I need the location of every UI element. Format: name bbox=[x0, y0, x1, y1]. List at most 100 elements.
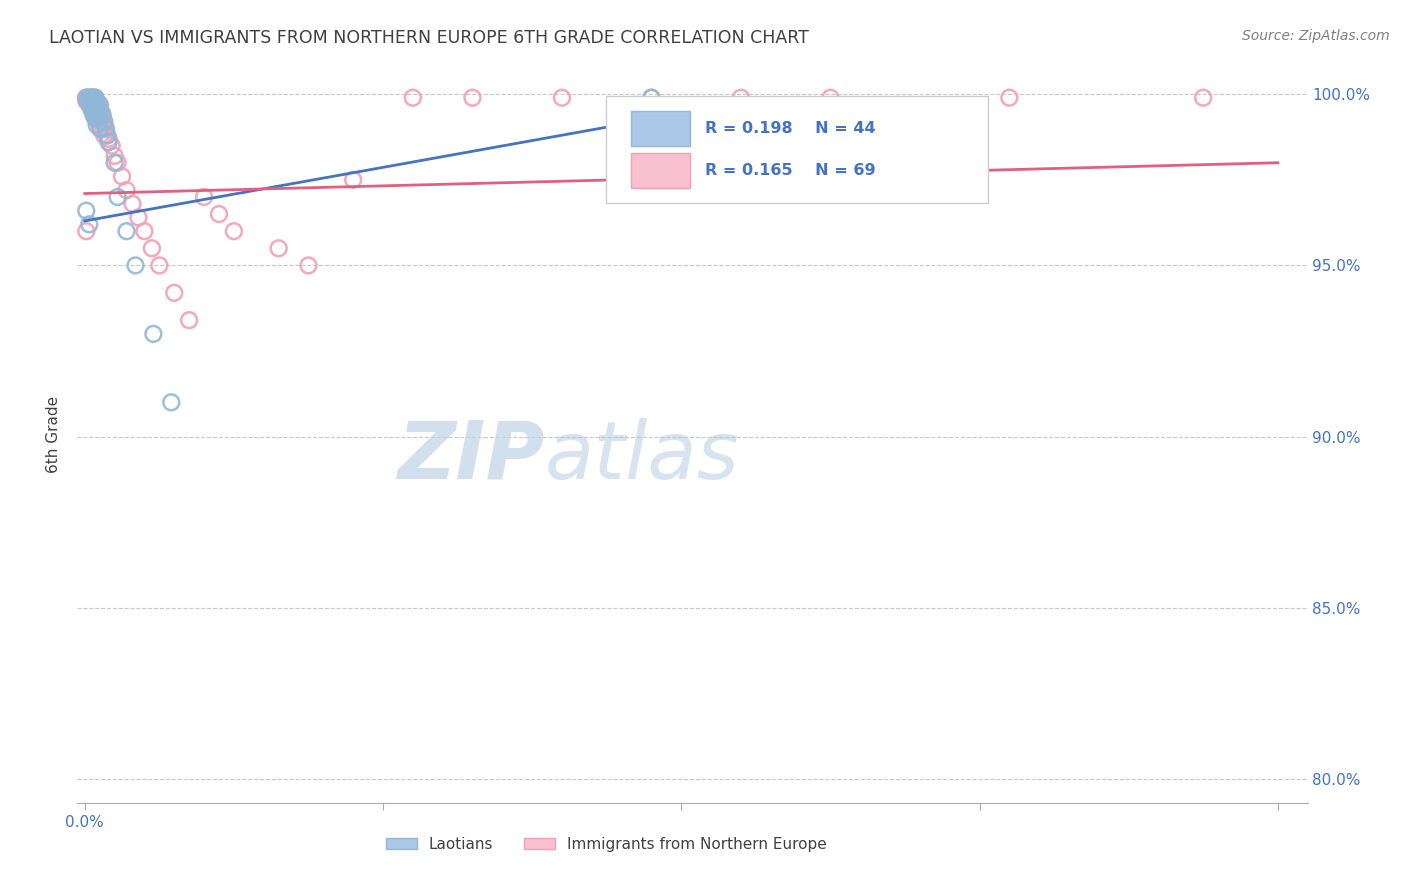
Point bbox=[1192, 91, 1215, 105]
Point bbox=[82, 91, 104, 105]
Point bbox=[83, 101, 105, 115]
Point bbox=[148, 259, 170, 273]
Point bbox=[84, 97, 107, 112]
Point bbox=[77, 94, 100, 108]
Point bbox=[160, 395, 183, 409]
Point bbox=[97, 135, 120, 149]
Point bbox=[84, 104, 107, 119]
Point bbox=[87, 108, 110, 122]
Point bbox=[90, 104, 112, 119]
Point bbox=[208, 207, 231, 221]
Point bbox=[83, 108, 105, 122]
Point bbox=[104, 155, 127, 169]
Point bbox=[75, 91, 97, 105]
Point bbox=[461, 91, 484, 105]
Point bbox=[297, 259, 319, 273]
Point bbox=[551, 91, 574, 105]
Point bbox=[84, 91, 107, 105]
Point bbox=[82, 101, 104, 115]
Point bbox=[82, 101, 104, 115]
Point bbox=[89, 97, 111, 112]
Point bbox=[267, 241, 290, 255]
Point bbox=[91, 108, 114, 122]
Point bbox=[141, 241, 163, 255]
Point bbox=[83, 91, 105, 105]
Point bbox=[84, 104, 107, 119]
Point bbox=[75, 203, 97, 218]
Point bbox=[730, 91, 752, 105]
Point bbox=[134, 224, 156, 238]
Point bbox=[82, 97, 104, 112]
Y-axis label: 6th Grade: 6th Grade bbox=[46, 396, 62, 474]
Point bbox=[83, 94, 105, 108]
Point bbox=[86, 94, 108, 108]
Point bbox=[77, 218, 100, 232]
Point bbox=[90, 114, 112, 128]
Point bbox=[84, 97, 107, 112]
Point bbox=[76, 91, 98, 105]
Point bbox=[90, 121, 112, 136]
Point bbox=[83, 101, 105, 115]
Point bbox=[107, 190, 129, 204]
Point bbox=[111, 169, 134, 184]
Point bbox=[179, 313, 201, 327]
Point bbox=[89, 112, 111, 126]
Point bbox=[80, 91, 103, 105]
Point bbox=[86, 112, 108, 126]
FancyBboxPatch shape bbox=[606, 96, 988, 203]
Point bbox=[77, 91, 100, 105]
Point bbox=[820, 91, 842, 105]
Point bbox=[222, 224, 245, 238]
Point bbox=[402, 91, 425, 105]
Point bbox=[84, 112, 107, 126]
Point bbox=[86, 94, 108, 108]
Text: atlas: atlas bbox=[546, 418, 740, 496]
Point bbox=[80, 94, 103, 108]
Point bbox=[80, 91, 103, 105]
Point bbox=[91, 112, 114, 126]
Point bbox=[87, 101, 110, 115]
Point bbox=[193, 190, 215, 204]
Legend: Laotians, Immigrants from Northern Europe: Laotians, Immigrants from Northern Europ… bbox=[380, 830, 832, 858]
Point bbox=[86, 118, 108, 132]
Point bbox=[89, 97, 111, 112]
Point bbox=[86, 104, 108, 119]
Point bbox=[93, 128, 115, 143]
Point bbox=[640, 91, 662, 105]
Point bbox=[107, 155, 129, 169]
Point bbox=[75, 91, 97, 105]
Point bbox=[142, 326, 165, 341]
Point bbox=[163, 285, 186, 300]
Point bbox=[91, 121, 114, 136]
Point bbox=[104, 149, 127, 163]
Point bbox=[83, 97, 105, 112]
Point bbox=[75, 94, 97, 108]
Point bbox=[82, 104, 104, 119]
Point bbox=[93, 114, 115, 128]
Point bbox=[75, 224, 97, 238]
Point bbox=[121, 196, 143, 211]
Point bbox=[96, 128, 118, 143]
Point bbox=[76, 94, 98, 108]
Point bbox=[89, 121, 111, 136]
Point bbox=[87, 101, 110, 115]
Point bbox=[80, 97, 103, 112]
Point bbox=[86, 97, 108, 112]
Point bbox=[80, 97, 103, 112]
Point bbox=[83, 97, 105, 112]
Point bbox=[82, 97, 104, 112]
Point bbox=[76, 94, 98, 108]
Text: Source: ZipAtlas.com: Source: ZipAtlas.com bbox=[1241, 29, 1389, 43]
Text: R = 0.198    N = 44: R = 0.198 N = 44 bbox=[704, 121, 876, 136]
Point bbox=[640, 91, 662, 105]
Text: ZIP: ZIP bbox=[398, 418, 546, 496]
Point bbox=[84, 112, 107, 126]
Point bbox=[100, 138, 122, 153]
Point bbox=[94, 121, 117, 136]
Point bbox=[89, 118, 111, 132]
Point bbox=[86, 112, 108, 126]
Point bbox=[96, 128, 118, 143]
Point bbox=[93, 114, 115, 128]
Point bbox=[94, 121, 117, 136]
Point bbox=[77, 91, 100, 105]
